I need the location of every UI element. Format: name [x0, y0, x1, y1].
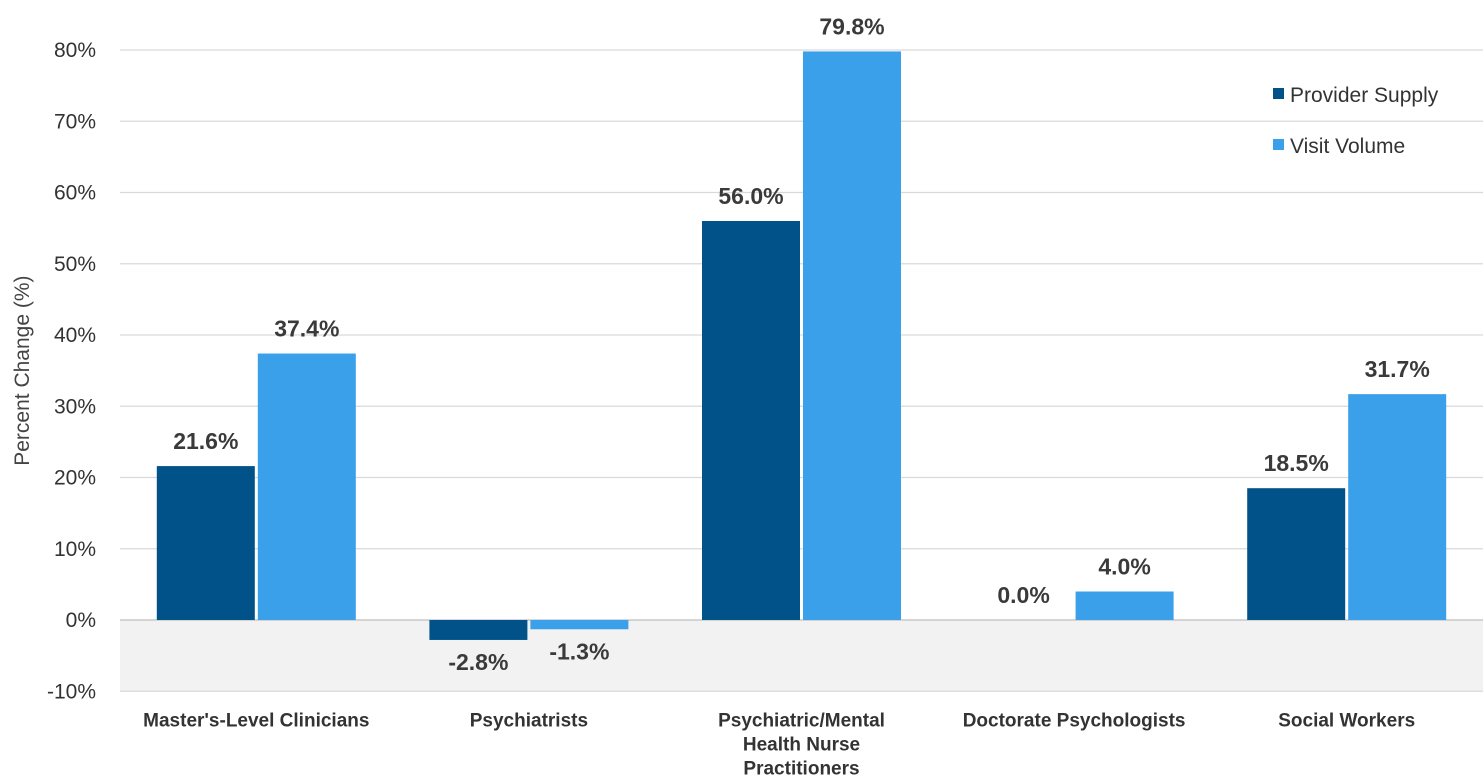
bar-provider-supply: [156, 466, 255, 620]
category-label: Psychiatric/Mental: [718, 710, 885, 731]
data-label: 4.0%: [1098, 554, 1150, 580]
data-label: 56.0%: [718, 183, 783, 209]
y-tick-label: 0%: [66, 609, 96, 632]
y-tick-label: 20%: [54, 467, 96, 490]
bar-visit-volume: [530, 620, 629, 630]
category-label: Doctorate Psychologists: [963, 710, 1186, 731]
y-tick-label: 30%: [54, 395, 96, 418]
negative-region-shade: [120, 620, 1483, 692]
legend-swatch: [1273, 88, 1284, 99]
bar-visit-volume: [1075, 591, 1174, 620]
category-label: Practitioners: [743, 758, 859, 779]
y-tick-label: 70%: [54, 110, 96, 133]
bar-provider-supply: [702, 221, 800, 620]
bar-visit-volume: [1348, 394, 1447, 620]
y-tick-label: 60%: [54, 182, 96, 205]
bar-visit-volume: [803, 51, 901, 621]
y-tick-label: 50%: [54, 253, 96, 276]
category-label: Psychiatrists: [470, 710, 588, 731]
category-label: Master's-Level Clinicians: [143, 710, 369, 731]
bar-provider-supply: [429, 620, 528, 640]
data-label: -1.3%: [549, 638, 609, 664]
bar-visit-volume: [257, 353, 356, 620]
category-label: Health Nurse: [743, 734, 860, 755]
bar-provider-supply: [1247, 488, 1346, 620]
legend-label: Visit Volume: [1290, 135, 1405, 158]
y-axis-title: Percent Change (%): [11, 275, 34, 465]
y-tick-label: -10%: [47, 680, 96, 703]
data-label: 0.0%: [997, 582, 1049, 608]
y-tick-label: 10%: [54, 538, 96, 561]
data-label: 21.6%: [173, 428, 238, 454]
category-label: Social Workers: [1278, 710, 1415, 731]
data-label: 79.8%: [819, 13, 884, 39]
data-label: 31.7%: [1365, 356, 1430, 382]
data-label: 18.5%: [1264, 450, 1329, 476]
y-tick-label: 80%: [54, 39, 96, 62]
data-label: 37.4%: [274, 316, 339, 342]
y-tick-label: 40%: [54, 324, 96, 347]
legend-label: Provider Supply: [1290, 84, 1439, 107]
legend-swatch: [1273, 139, 1284, 150]
data-label: -2.8%: [448, 649, 508, 675]
